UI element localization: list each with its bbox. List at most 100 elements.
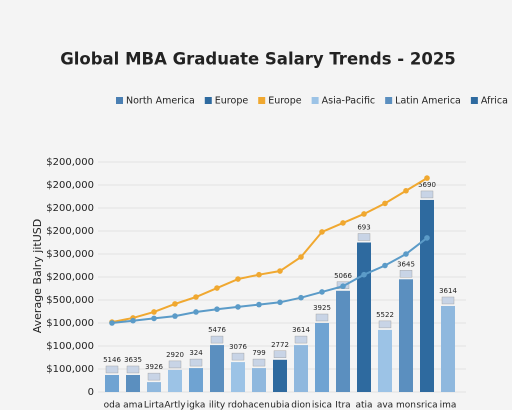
y-tick-label: $500,000	[46, 295, 94, 306]
line-point	[361, 271, 367, 278]
bar	[189, 368, 203, 392]
y-tick-label: $100,000	[46, 341, 94, 352]
legend-label: North America	[126, 96, 195, 107]
bar	[378, 329, 392, 392]
flag	[231, 352, 245, 361]
legend-label: Latin America	[395, 96, 461, 107]
x-tick-label: oda	[104, 401, 121, 410]
line-point	[340, 220, 346, 226]
line-point	[424, 235, 430, 241]
value-label: 5066	[334, 272, 352, 280]
bar	[273, 359, 287, 392]
flag	[378, 320, 392, 329]
value-label: 3614	[439, 287, 457, 295]
flag	[147, 372, 161, 381]
y-tick-label: $200,000	[46, 226, 94, 237]
line-point	[193, 309, 199, 315]
legend-label: Africa	[481, 96, 508, 107]
x-tick-label: isica	[312, 401, 332, 410]
line-point	[235, 304, 241, 310]
bar	[210, 345, 224, 392]
flag	[315, 313, 329, 322]
x-tick-label: ility	[209, 401, 226, 410]
line-point	[193, 294, 199, 300]
x-tick-label: Lirta	[144, 401, 164, 410]
flag	[273, 350, 287, 358]
x-tick-label: ima	[440, 401, 457, 410]
value-label: 2920	[166, 351, 184, 359]
value-label: 5146	[103, 356, 121, 364]
line-point	[298, 254, 304, 260]
legend-swatch	[204, 97, 212, 104]
y-tick-label: $200,000	[46, 203, 94, 214]
line-point	[424, 175, 430, 181]
line-point	[277, 299, 283, 306]
value-label: 799	[252, 349, 265, 357]
flag	[420, 190, 434, 199]
y-axis-label: Average Balry jitUSD	[31, 219, 44, 333]
bar	[441, 305, 455, 392]
line-point	[214, 285, 220, 291]
line-point	[214, 306, 220, 313]
line-point	[403, 187, 409, 194]
flag	[441, 296, 455, 305]
line-point	[277, 268, 283, 274]
y-tick-label: 0	[88, 387, 94, 398]
value-label: 3645	[397, 260, 415, 268]
line-point	[382, 200, 388, 207]
legend-swatch	[385, 97, 393, 104]
x-tick-label: acen	[248, 401, 270, 410]
line-point	[256, 271, 262, 278]
x-tick-label: ubia	[270, 401, 289, 410]
y-tick-label: $300,000	[46, 249, 94, 260]
value-label: 693	[357, 224, 370, 232]
line	[111, 237, 428, 324]
line	[111, 177, 428, 324]
flag	[357, 233, 371, 241]
legend-label: Europe	[268, 96, 302, 107]
line-point	[172, 301, 178, 307]
flag	[294, 335, 308, 344]
legend-swatch	[258, 97, 266, 104]
line-point	[403, 251, 409, 257]
value-label: 5522	[376, 311, 394, 319]
y-tick-label: $200,000	[46, 272, 94, 283]
x-tick-label: Artly	[164, 401, 186, 410]
x-tick-label: mon	[396, 401, 416, 410]
x-tick-label: srica	[416, 401, 437, 410]
y-tick-label: $100,000	[46, 318, 94, 329]
legend-swatch	[470, 97, 478, 104]
legend-swatch	[116, 97, 123, 104]
flag	[126, 365, 140, 374]
flag	[210, 335, 224, 344]
bar	[420, 199, 434, 392]
bar	[357, 242, 371, 392]
flag	[168, 360, 182, 369]
flag	[252, 358, 266, 367]
bar	[336, 290, 350, 392]
bar	[231, 362, 245, 392]
flag	[399, 270, 413, 278]
bar	[147, 382, 161, 392]
value-label: 5476	[208, 326, 226, 334]
line-point	[319, 229, 325, 235]
bar	[294, 345, 308, 392]
line-point	[298, 294, 304, 301]
bar	[126, 374, 140, 392]
x-tick-label: igka	[187, 401, 206, 410]
legend-swatch	[311, 97, 319, 104]
bar	[105, 374, 119, 392]
line-point	[382, 262, 388, 269]
line-point	[172, 313, 178, 319]
value-label: 3635	[124, 356, 142, 364]
line-point	[361, 211, 367, 217]
value-label: 324	[189, 349, 203, 357]
bar	[399, 279, 413, 392]
line-point	[256, 301, 262, 308]
line-point	[235, 276, 241, 282]
legend-label: Europe	[215, 96, 249, 107]
bar	[252, 368, 266, 392]
y-tick-label: $200,000	[46, 180, 94, 191]
x-tick-label: dion	[291, 401, 310, 410]
